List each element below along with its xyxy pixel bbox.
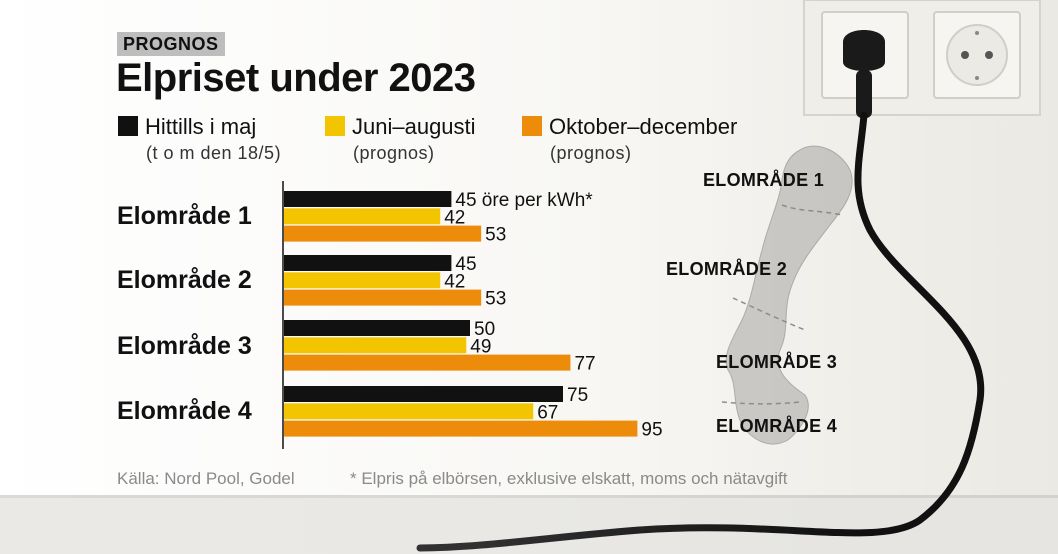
data-label: 49 — [470, 336, 491, 357]
footnote: * Elpris på elbörsen, exklusive elskatt,… — [350, 469, 788, 488]
data-label: 77 — [574, 354, 595, 375]
map-label-elomrade-3: ELOMRÅDE 3 — [716, 352, 838, 372]
map-label-elomrade-2: ELOMRÅDE 2 — [666, 259, 788, 279]
data-label: 53 — [485, 289, 506, 310]
data-label: 45 — [455, 254, 476, 275]
data-label: 42 — [444, 271, 465, 292]
data-label: 75 — [567, 385, 588, 406]
prognosis-tag: PROGNOS — [117, 32, 225, 56]
legend-sublabel: (t o m den 18/5) — [146, 143, 282, 163]
bar — [284, 403, 534, 420]
legend-item-juni-augusti: Juni–augusti (prognos) — [325, 114, 476, 164]
category-label-elomrade-4: Elområde 4 — [117, 397, 252, 425]
data-label: 42 — [444, 207, 465, 228]
data-label: 53 — [485, 225, 506, 246]
map-label-elomrade-4: ELOMRÅDE 4 — [716, 416, 838, 436]
data-label: 67 — [537, 402, 558, 423]
bar — [284, 255, 452, 271]
legend-label: Oktober–december — [549, 114, 738, 139]
data-label: 95 — [641, 420, 662, 441]
legend-sublabel: (prognos) — [353, 143, 435, 163]
legend-sublabel: (prognos) — [550, 143, 632, 163]
bar — [284, 208, 441, 225]
category-label-elomrade-2: Elområde 2 — [117, 266, 252, 294]
bar — [284, 320, 470, 336]
bar — [284, 272, 441, 289]
category-label-elomrade-3: Elområde 3 — [117, 332, 252, 360]
legend-item-oktober-december: Oktober–december (prognos) — [522, 114, 737, 164]
data-label: 45 öre per kWh* — [455, 190, 593, 211]
bar — [284, 337, 467, 354]
map-label-elomrade-1: ELOMRÅDE 1 — [703, 170, 825, 190]
legend-swatch-black — [118, 116, 138, 136]
bar — [284, 191, 452, 207]
bar — [284, 420, 638, 437]
legend-label: Hittills i maj — [145, 114, 257, 139]
bar — [284, 289, 482, 306]
category-label-elomrade-1: Elområde 1 — [117, 202, 252, 230]
bar — [284, 386, 563, 402]
bar — [284, 225, 482, 242]
legend-swatch-yellow — [325, 116, 345, 136]
data-label: 50 — [474, 319, 495, 340]
source-note: Källa: Nord Pool, Godel — [117, 469, 295, 488]
legend-label: Juni–augusti — [352, 114, 476, 139]
legend-item-hittills: Hittills i maj (t o m den 18/5) — [118, 114, 281, 164]
bar — [284, 354, 571, 371]
legend-swatch-orange — [522, 116, 542, 136]
chart-title: Elpriset under 2023 — [116, 56, 476, 100]
